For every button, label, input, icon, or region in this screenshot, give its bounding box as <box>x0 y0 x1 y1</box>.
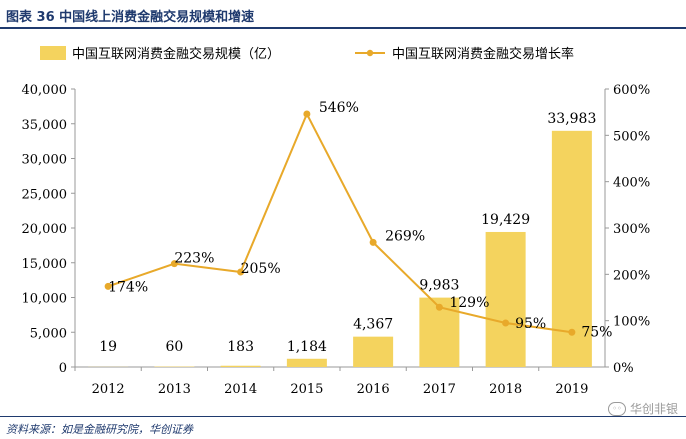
figure-title: 图表 36 中国线上消费金融交易规模和增速 <box>6 10 255 25</box>
y-right-tick-label: 300% <box>613 222 650 237</box>
growth-line <box>107 111 573 334</box>
y-left-tick-label: 30,000 <box>22 153 68 168</box>
line-value-label: 546% <box>319 100 359 116</box>
line-value-label: 205% <box>241 261 281 277</box>
bar <box>220 365 261 367</box>
x-tick-label: 2014 <box>224 382 257 397</box>
bar <box>286 358 327 367</box>
y-left-tick-label: 0 <box>59 361 67 376</box>
watermark-text: 华创非银 <box>629 402 678 416</box>
y-right-tick-label: 400% <box>613 176 650 191</box>
line-value-label: 223% <box>174 251 214 267</box>
x-tick-label: 2017 <box>423 382 456 397</box>
bar-value-label: 60 <box>165 339 183 355</box>
x-tick-label: 2019 <box>555 382 588 397</box>
line-value-label: 95% <box>515 316 546 332</box>
y-left-tick-label: 5,000 <box>30 326 67 341</box>
line-value-label: 174% <box>108 279 148 295</box>
bar-value-label: 19 <box>99 339 117 355</box>
line-point <box>237 268 245 276</box>
line-value-label: 75% <box>581 324 612 340</box>
bar <box>551 130 592 367</box>
y-right-tick-label: 200% <box>613 268 650 283</box>
source-note: 资料来源：如是金融研究院，华创证券 <box>6 423 193 436</box>
legend: 中国互联网消费金融交易规模（亿） 中国互联网消费金融交易增长率 <box>40 46 574 62</box>
x-tick-label: 2013 <box>158 382 191 397</box>
y-right-tick-label: 600% <box>613 83 650 98</box>
bar <box>485 231 526 367</box>
bar-value-label: 19,429 <box>481 212 530 228</box>
line-point <box>303 110 311 118</box>
x-tick-label: 2015 <box>290 382 323 397</box>
bar-value-label: 9,983 <box>419 278 459 294</box>
legend-label-bar: 中国互联网消费金融交易规模（亿） <box>72 46 280 62</box>
line-point <box>568 328 576 336</box>
wechat-icon: ◦◦ <box>607 401 626 416</box>
bar-value-label: 4,367 <box>353 317 393 333</box>
watermark: ◦◦ 华创非银 <box>607 400 678 417</box>
combo-chart: 中国互联网消费金融交易规模（亿） 中国互联网消费金融交易增长率 0 5,000 10,… <box>22 46 651 397</box>
y-right-tick-label: 0% <box>613 361 634 376</box>
bar-series <box>88 130 592 367</box>
y-left-tick-label: 40,000 <box>22 83 68 98</box>
line-value-label: 129% <box>449 295 489 311</box>
y-left-tick-label: 15,000 <box>22 257 68 272</box>
footer-rule <box>0 416 686 417</box>
bar <box>353 336 394 367</box>
line-point <box>502 319 510 327</box>
legend-label-line: 中国互联网消费金融交易增长率 <box>392 46 574 62</box>
axes: 0 5,000 10,000 15,000 20,000 25,000 30,000 35,0… <box>22 83 651 397</box>
y-right-tick-label: 100% <box>613 315 650 330</box>
y-left-tick-label: 10,000 <box>22 292 68 307</box>
bar-value-label: 183 <box>227 339 254 355</box>
x-tick-label: 2016 <box>357 382 390 397</box>
x-tick-label: 2018 <box>489 382 522 397</box>
y-right-tick-label: 500% <box>613 129 650 144</box>
y-left-tick-label: 25,000 <box>22 187 68 202</box>
legend-marker-line <box>366 49 374 57</box>
line-point <box>435 303 443 311</box>
line-series <box>104 110 576 336</box>
x-tick-label: 2012 <box>92 382 125 397</box>
line-point <box>170 260 178 268</box>
legend-swatch-bar <box>40 46 66 60</box>
title-rule <box>0 27 686 29</box>
line-point <box>104 282 112 290</box>
bar-value-label: 33,983 <box>547 111 596 127</box>
bar-value-label: 1,184 <box>287 339 327 355</box>
line-value-label: 269% <box>385 228 425 244</box>
y-left-tick-label: 35,000 <box>22 118 68 133</box>
line-point <box>369 238 377 246</box>
data-labels: 19 60 183 1,184 4,367 9,983 19,429 33,983 174% 22… <box>99 100 612 355</box>
y-left-tick-label: 20,000 <box>22 222 68 237</box>
